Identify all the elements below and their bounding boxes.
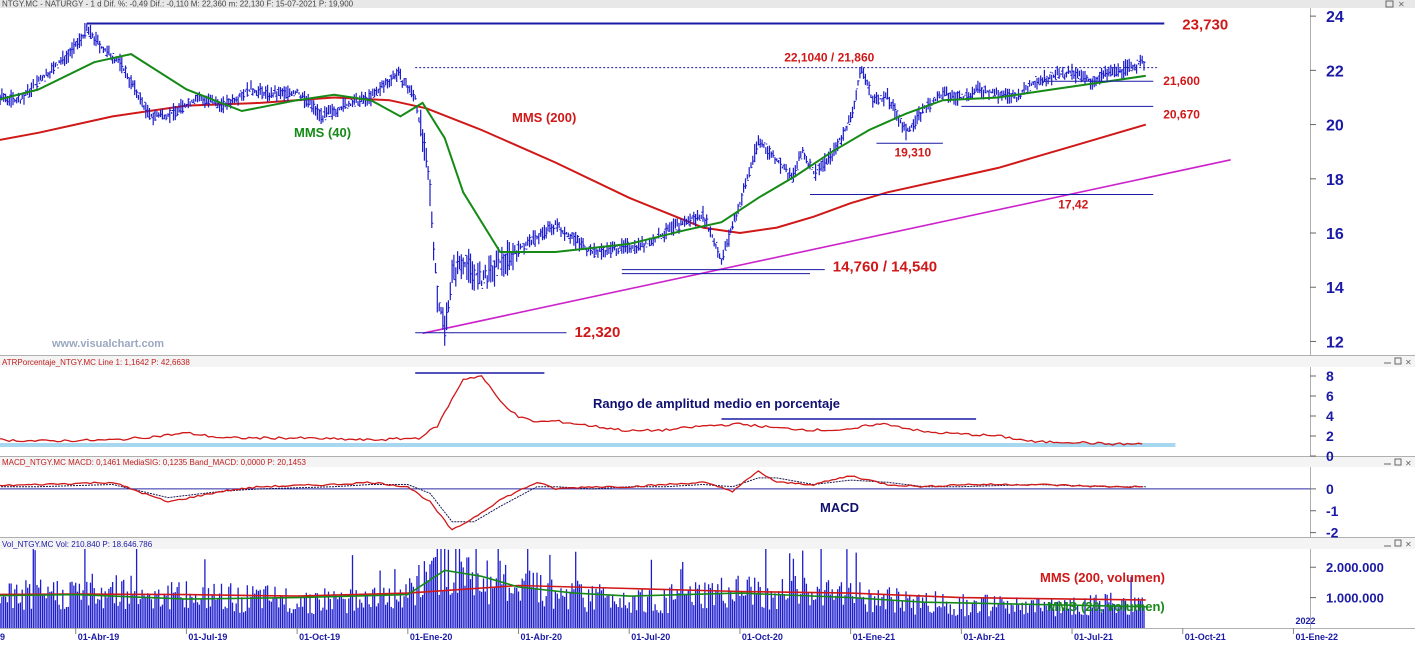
header-strip-vol [0, 538, 1415, 549]
vol-y-tick-label: 2.000.000 [1326, 560, 1384, 575]
close-icon[interactable]: ✕ [1405, 540, 1412, 549]
atr-panel [0, 368, 1310, 456]
x-tick-label: 01-Jul-21 [1074, 632, 1113, 642]
macd-line [0, 470, 1143, 531]
header-strip-macd [0, 457, 1415, 467]
label-mms200: MMS (200) [512, 110, 576, 125]
macd-panel [0, 467, 1310, 537]
atr-y-tick-label: 4 [1326, 408, 1334, 424]
watermark: www.visualchart.com [51, 338, 164, 350]
x-tick-label: 01-Jul-19 [188, 632, 227, 642]
header-price: NTGY.MC - NATURGY - 1 d Dif. %: -0,49 Di… [2, 0, 354, 9]
y-tick-label: 24 [1326, 9, 1344, 26]
atr-y-tick-label: 8 [1326, 368, 1334, 384]
y-tick-label: 22 [1326, 63, 1344, 80]
label-vol20: MMS (20, volumen) [1047, 599, 1165, 614]
maximize-icon[interactable] [1394, 539, 1402, 547]
header-strip-atr [0, 356, 1415, 367]
macd-layer [0, 470, 1310, 531]
y-tick-label: 14 [1326, 280, 1344, 297]
mms200-line [0, 96, 1147, 235]
label-atr: Rango de amplitud medio en porcentaje [593, 396, 840, 411]
maximize-icon[interactable] [1394, 458, 1402, 466]
macd-y-tick-label: -2 [1326, 525, 1339, 541]
atr-band [0, 443, 1176, 447]
label-mms40: MMS (40) [294, 125, 351, 140]
x-tick-label: 01-Abr-20 [521, 632, 563, 642]
atr-layer [0, 372, 1176, 447]
atr-window-controls[interactable]: ✕ [1384, 357, 1412, 367]
x-tick-label: 01-Ene-22 [1295, 632, 1338, 642]
macd-y-tick-label: -1 [1326, 503, 1339, 519]
price-ticks [0, 32, 1146, 337]
header-macd: MACD_NTGY.MC MACD: 0,1461 MediaSIG: 0,12… [2, 458, 307, 467]
y-tick-label: 12 [1326, 334, 1344, 351]
close-icon[interactable]: ✕ [1405, 459, 1412, 468]
level-label: 20,670 [1163, 107, 1200, 121]
volume-layer [0, 549, 1146, 628]
x-tick-label: 01-Oct-20 [742, 632, 783, 642]
header-strip-price [0, 0, 1415, 8]
vol-window-controls[interactable]: ✕ [1384, 539, 1412, 549]
mms40-line [0, 53, 1146, 253]
atr-y-tick-label: 0 [1326, 448, 1334, 464]
axes-layer: 9 01-Abr-19 01-Jul-19 01-Oct-19 01-Ene-20 01-… [0, 9, 1384, 642]
x-tick-label: 01-Ene-21 [853, 632, 896, 642]
label-macd: MACD [820, 500, 859, 515]
macd-y-tick-label: 0 [1326, 481, 1334, 497]
close-icon[interactable]: ✕ [1398, 0, 1405, 9]
x-tick-label: 01-Oct-19 [299, 632, 340, 642]
trendline [422, 159, 1231, 335]
maximize-icon[interactable] [1385, 0, 1394, 8]
x-tick-label: 9 [0, 632, 5, 642]
vol-y-tick-label: 1.000.000 [1326, 591, 1384, 606]
level-label: 21,600 [1163, 74, 1200, 88]
level-label: 22,1040 / 21,860 [784, 51, 874, 65]
macd-window-controls[interactable]: ✕ [1384, 458, 1412, 468]
level-label: 14,760 / 14,540 [833, 259, 937, 276]
vol-mms200-line [0, 584, 1146, 601]
label-vol200: MMS (200, volumen) [1040, 570, 1165, 585]
level-label: 23,730 [1182, 16, 1228, 33]
close-icon[interactable]: ✕ [1405, 358, 1412, 367]
level-label: 19,310 [894, 145, 931, 159]
level-label: 12,320 [574, 324, 620, 341]
header-atr: ATRPorcentaje_NTGY.MC Line 1: 1,1642 P: … [2, 358, 190, 367]
y-tick-label: 16 [1326, 226, 1344, 243]
atr-y-tick-label: 6 [1326, 388, 1334, 404]
levels-layer: 23,730 22,1040 / 21,860 21,600 20,670 19,310… [86, 16, 1228, 341]
x-tick-label: 01-Abr-21 [963, 632, 1005, 642]
x-tick-label: 01-Abr-19 [78, 632, 120, 642]
x-tick-label: 01-Jul-20 [631, 632, 670, 642]
x-tick-label: 01-Oct-21 [1185, 632, 1226, 642]
x-tick-label: 01-Ene-20 [410, 632, 453, 642]
vol-mms20-line [0, 569, 1146, 608]
atr-y-tick-label: 2 [1326, 428, 1334, 444]
atr-line [0, 375, 1143, 446]
price-window-controls[interactable]: ✕ [1385, 0, 1405, 9]
y-tick-label: 18 [1326, 172, 1344, 189]
price-panel [0, 8, 1310, 355]
price-layer [0, 23, 1231, 346]
level-label: 17,42 [1058, 198, 1088, 212]
price-bars [0, 23, 1145, 346]
macd-signal-line [0, 477, 1146, 523]
x-year-label: 2022 [1295, 616, 1315, 626]
y-tick-label: 20 [1326, 118, 1344, 135]
header-vol: Vol_NTGY.MC Vol: 210.840 P: 18.646.786 [2, 540, 153, 549]
maximize-icon[interactable] [1394, 357, 1402, 365]
volume-bars [0, 549, 1145, 628]
